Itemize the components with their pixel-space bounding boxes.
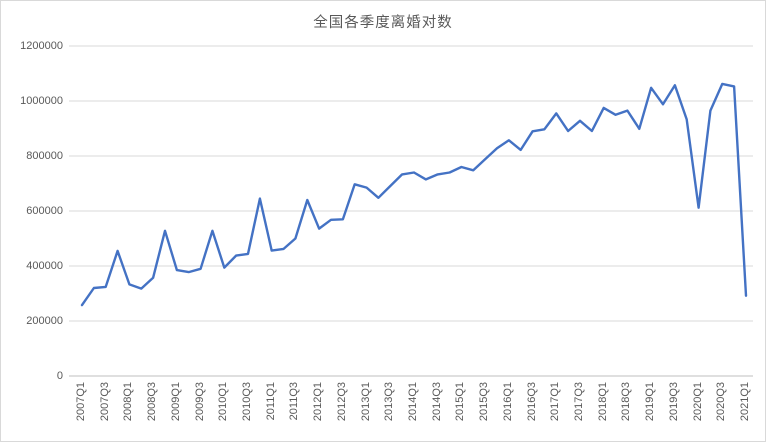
x-axis-tick-label: 2019Q3 <box>667 382 680 422</box>
x-axis-tick-label: 2015Q1 <box>454 382 467 422</box>
x-axis-tick-label: 2007Q3 <box>98 382 111 422</box>
x-axis-tick-label: 2008Q1 <box>122 382 135 422</box>
divorce-line-series <box>80 82 748 307</box>
x-axis-tick-label: 2014Q3 <box>430 382 443 422</box>
x-axis-tick-label: 2017Q1 <box>549 382 562 422</box>
x-axis-tick-label: 2017Q3 <box>573 382 585 422</box>
y-axis-tick-label: 1200000 <box>20 40 63 52</box>
y-axis-tick-label: 400000 <box>26 260 63 272</box>
x-axis-tick-label: 2011Q1 <box>264 382 277 421</box>
x-axis-tick-label: 2019Q1 <box>644 382 657 422</box>
x-axis-tick-label: 2016Q3 <box>525 382 538 422</box>
x-axis-tick-label: 2013Q3 <box>383 382 396 422</box>
x-axis-tick-label: 2020Q3 <box>715 382 728 422</box>
y-axis-tick-label: 200000 <box>26 315 63 327</box>
x-axis-tick-label: 2010Q3 <box>241 382 253 422</box>
x-axis-tick-label: 2015Q3 <box>478 382 491 422</box>
x-axis-tick-label: 2014Q1 <box>407 382 419 422</box>
x-axis-tick-label: 2012Q1 <box>312 382 325 422</box>
x-axis-tick-label: 2016Q1 <box>501 382 514 422</box>
chart-title: 全国各季度离婚对数 <box>313 15 453 31</box>
y-axis-tick-label: 0 <box>56 370 63 382</box>
x-axis-tick-label: 2013Q1 <box>359 382 372 422</box>
x-axis-tick-label: 2009Q3 <box>193 382 206 422</box>
x-axis-tick-label: 2009Q1 <box>169 382 182 422</box>
y-axis-tick-label: 1000000 <box>20 95 63 107</box>
x-axis-tick-label: 2007Q1 <box>75 382 87 422</box>
x-axis-tick-label: 2018Q1 <box>596 382 609 422</box>
y-axis-tick-label: 800000 <box>26 150 63 162</box>
x-axis-tick-label: 2008Q3 <box>146 382 159 422</box>
x-axis-tick-label: 2020Q1 <box>691 382 704 422</box>
x-axis-tick-label: 2012Q3 <box>335 382 348 422</box>
x-axis-tick-label: 2010Q1 <box>217 382 230 422</box>
x-axis-tick-label: 2011Q3 <box>288 382 301 421</box>
x-axis-tick-label: 2018Q3 <box>620 382 633 422</box>
x-axis-tick-label: 2021Q1 <box>739 382 751 422</box>
y-axis-tick-label: 600000 <box>26 205 63 217</box>
